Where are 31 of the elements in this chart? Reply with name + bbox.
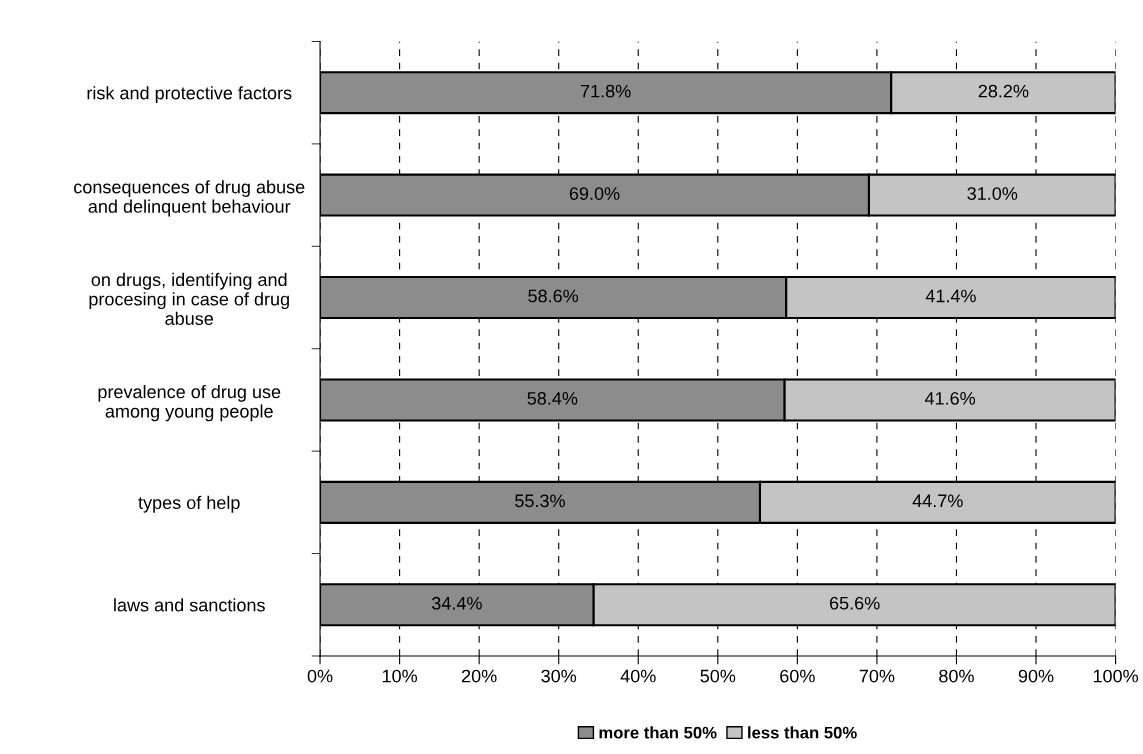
data-label: 69.0% (569, 187, 620, 200)
y-tick-label: risk and protective factors (87, 86, 292, 103)
y-tick-label: on drugs, identifying and procesing in case of drug abuse (89, 272, 289, 325)
y-tick-label: consequences of drug abuse and delinquent behaviour (74, 180, 305, 217)
data-label: 28.2% (978, 84, 1029, 98)
x-tick-label: 0% (307, 669, 333, 683)
data-label: 71.8% (580, 84, 631, 98)
x-tick-label: 50% (700, 669, 736, 683)
x-tick-label: 20% (461, 669, 497, 683)
data-label: 65.6% (829, 596, 880, 610)
y-tick-label: laws and sanctions (114, 598, 265, 612)
x-tick-label: 30% (541, 669, 577, 683)
legend-label: less than 50% (748, 726, 857, 739)
data-label: 41.4% (925, 289, 976, 303)
data-label: 58.6% (528, 289, 579, 303)
legend-label: more than 50% (599, 726, 717, 739)
x-tick-label: 60% (780, 669, 815, 683)
data-label: 31.0% (967, 187, 1018, 200)
data-label: 34.4% (431, 596, 482, 610)
y-tick-label: prevalence of drug use among young people (98, 384, 281, 422)
x-tick-label: 40% (620, 669, 656, 683)
data-label: 55.3% (515, 494, 565, 508)
y-tick-label: types of help (138, 495, 240, 513)
data-label: 58.4% (527, 392, 578, 405)
x-tick-label: 90% (1018, 669, 1054, 683)
x-tick-label: 80% (939, 669, 974, 683)
data-label: 44.7% (912, 494, 963, 508)
x-tick-label: 70% (859, 669, 895, 683)
x-tick-label: 100% (1093, 669, 1139, 683)
data-label: 41.6% (924, 392, 976, 405)
x-tick-label: 10% (382, 669, 418, 683)
